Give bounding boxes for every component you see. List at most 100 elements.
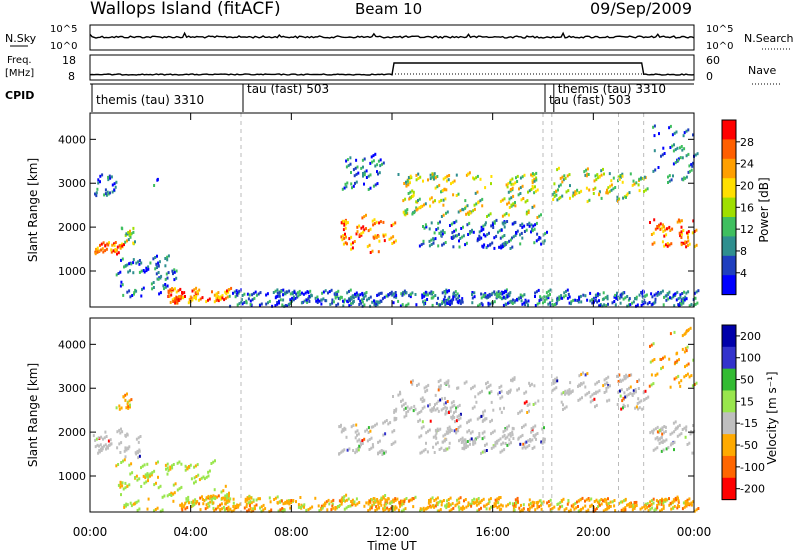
heatmap-cell bbox=[455, 419, 458, 423]
heatmap-cell bbox=[449, 303, 452, 306]
heatmap-cell bbox=[427, 501, 430, 505]
heatmap-cell bbox=[582, 506, 584, 510]
heatmap-cell bbox=[513, 377, 516, 381]
heatmap-cell bbox=[507, 389, 510, 393]
heatmap-cell bbox=[199, 508, 202, 512]
heatmap-cell bbox=[594, 298, 597, 302]
heatmap-cell bbox=[588, 188, 591, 192]
heatmap-cell bbox=[654, 437, 657, 441]
heatmap-cell bbox=[556, 379, 559, 383]
heatmap-cell bbox=[166, 255, 169, 259]
heatmap-cell bbox=[430, 292, 433, 296]
heatmap-cell bbox=[545, 297, 548, 301]
heatmap-cell bbox=[537, 238, 540, 241]
heatmap-cell bbox=[638, 400, 641, 404]
heatmap-cell bbox=[346, 448, 349, 452]
heatmap-cell bbox=[686, 498, 689, 502]
heatmap-cell bbox=[448, 384, 451, 388]
heatmap-cell bbox=[633, 501, 636, 504]
heatmap-cell bbox=[101, 173, 104, 177]
heatmap-cell bbox=[530, 382, 533, 386]
heatmap-cell bbox=[380, 299, 383, 303]
heatmap-cell bbox=[94, 445, 97, 449]
heatmap-cell bbox=[661, 365, 664, 369]
heatmap-cell bbox=[154, 256, 157, 259]
heatmap-cell bbox=[124, 447, 127, 451]
heatmap-cell bbox=[656, 446, 659, 450]
heatmap-cell bbox=[105, 447, 107, 451]
heatmap-cell bbox=[523, 293, 526, 297]
heatmap-cell bbox=[389, 421, 392, 425]
heatmap-cell bbox=[268, 509, 271, 513]
heatmap-cell bbox=[441, 232, 444, 236]
heatmap-cell bbox=[115, 248, 118, 252]
heatmap-cell bbox=[478, 237, 481, 241]
heatmap-cell bbox=[635, 181, 638, 185]
heatmap-cell bbox=[687, 502, 690, 506]
heatmap-cell bbox=[459, 437, 462, 441]
y-tick-label: 1000 bbox=[58, 470, 86, 483]
heatmap-cell bbox=[243, 292, 246, 296]
heatmap-cell bbox=[147, 476, 150, 479]
heatmap-cell bbox=[278, 299, 280, 303]
heatmap-cell bbox=[638, 378, 641, 382]
heatmap-cell bbox=[561, 504, 564, 508]
heatmap-cell bbox=[659, 500, 661, 504]
heatmap-cell bbox=[672, 174, 674, 178]
heatmap-cell bbox=[197, 473, 200, 477]
heatmap-cell bbox=[211, 290, 213, 294]
heatmap-cell bbox=[481, 450, 484, 454]
heatmap-cell bbox=[443, 396, 446, 400]
heatmap-cell bbox=[272, 291, 275, 294]
heatmap-cell bbox=[519, 509, 522, 513]
heatmap-cell bbox=[340, 502, 343, 506]
heatmap-cell bbox=[138, 448, 141, 452]
heatmap-cell bbox=[672, 293, 675, 297]
heatmap-cell bbox=[284, 304, 287, 307]
heatmap-cell bbox=[430, 196, 433, 200]
heatmap-cell bbox=[401, 404, 403, 408]
heatmap-cell bbox=[127, 238, 130, 242]
heatmap-cell bbox=[560, 400, 563, 404]
heatmap-cell bbox=[225, 507, 228, 510]
heatmap-cell bbox=[606, 503, 608, 507]
heatmap-cell bbox=[447, 297, 450, 301]
heatmap-cell bbox=[631, 183, 634, 187]
heatmap-cell bbox=[622, 406, 624, 410]
heatmap-cell bbox=[665, 298, 668, 302]
heatmap-cell bbox=[391, 430, 394, 434]
heatmap-cell bbox=[367, 188, 370, 191]
heatmap-cell bbox=[652, 382, 655, 386]
heatmap-cell bbox=[661, 432, 664, 436]
heatmap-cell bbox=[696, 152, 699, 156]
heatmap-cell bbox=[453, 411, 455, 415]
heatmap-cell bbox=[493, 300, 496, 304]
heatmap-cell bbox=[640, 303, 643, 307]
heatmap-cell bbox=[401, 292, 404, 296]
heatmap-cell bbox=[673, 330, 676, 334]
heatmap-cell bbox=[521, 446, 524, 450]
heatmap-cell bbox=[475, 503, 478, 507]
heatmap-cell bbox=[356, 225, 359, 229]
heatmap-cell bbox=[339, 297, 342, 301]
heatmap-cell bbox=[447, 178, 450, 182]
heatmap-cell bbox=[297, 294, 300, 298]
heatmap-cell bbox=[237, 503, 240, 507]
heatmap-cell bbox=[357, 432, 360, 436]
heatmap-cell bbox=[511, 245, 514, 249]
heatmap-cell bbox=[265, 293, 268, 297]
y-tick-label: 3000 bbox=[58, 177, 86, 190]
heatmap-cell bbox=[452, 414, 454, 418]
heatmap-cell bbox=[421, 406, 424, 410]
heatmap-cell bbox=[126, 290, 129, 294]
heatmap-cell bbox=[460, 227, 463, 230]
heatmap-cell bbox=[525, 228, 528, 232]
cpid-label-text: themis (tau) 3310 bbox=[96, 93, 204, 107]
heatmap-cell bbox=[637, 397, 640, 401]
heatmap-cell bbox=[214, 495, 217, 499]
heatmap-cell bbox=[395, 294, 398, 297]
heatmap-cell bbox=[492, 445, 495, 449]
heatmap-cell bbox=[172, 492, 174, 496]
heatmap-cell bbox=[523, 230, 526, 233]
heatmap-cell bbox=[615, 296, 618, 300]
